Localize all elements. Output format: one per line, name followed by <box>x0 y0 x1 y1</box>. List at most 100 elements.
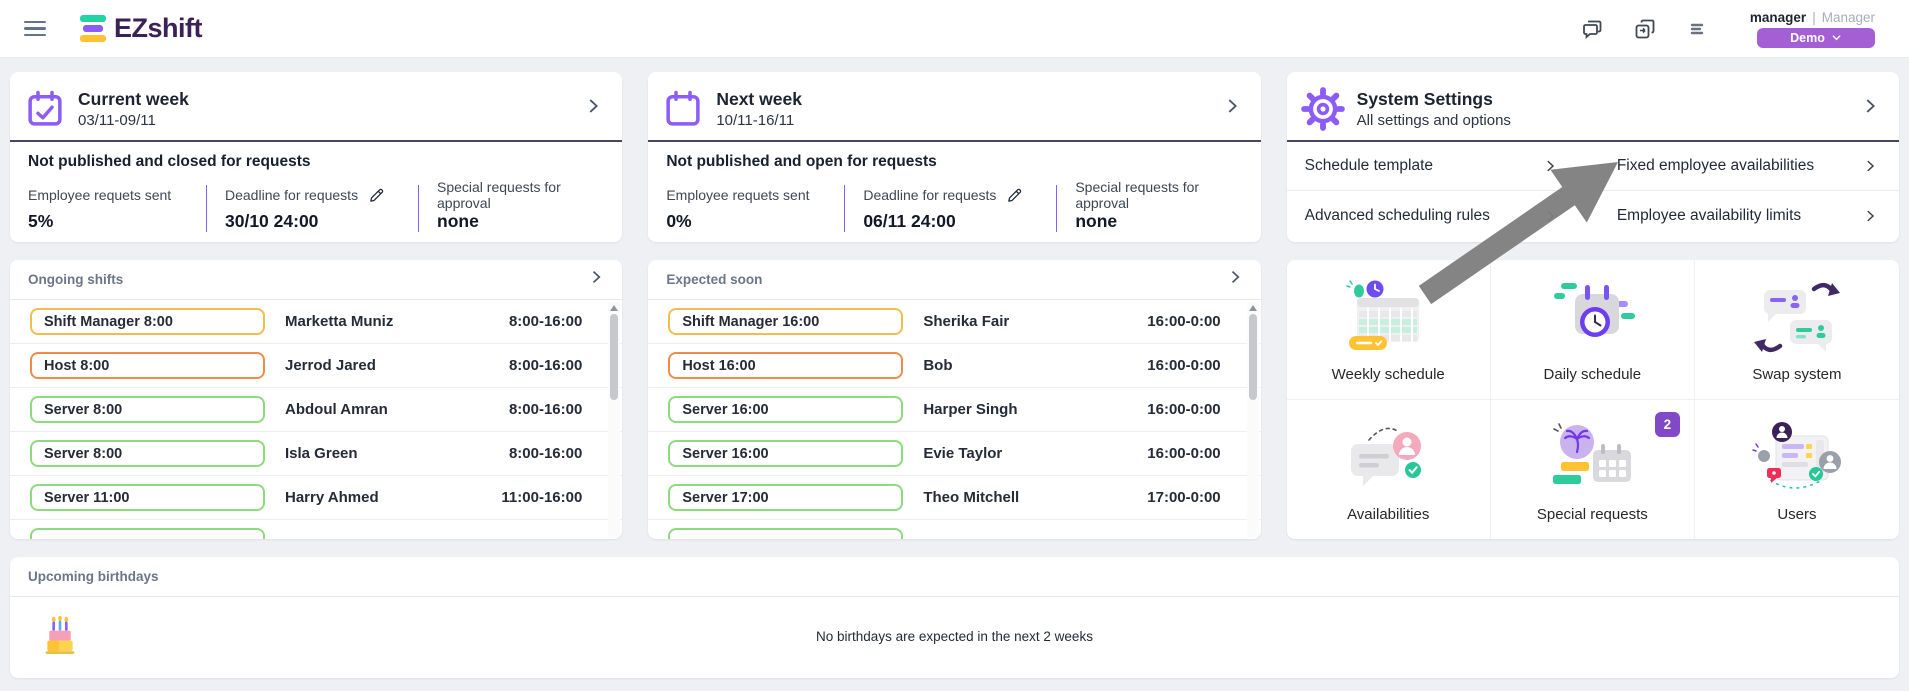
employee-name: Marketta Muniz <box>285 313 394 330</box>
upcoming-birthdays-panel: Upcoming birthdays No birthdays are expe… <box>10 557 1899 678</box>
tile-users[interactable]: Users <box>1695 400 1899 540</box>
tile-availabilities[interactable]: Availabilities <box>1287 399 1491 539</box>
stat-special-requests: Special requests for approval none <box>1056 179 1260 232</box>
settings-link-label: Schedule template <box>1304 157 1434 174</box>
stat-employee-requests: Employee requets sent 0% <box>648 185 844 232</box>
stat-value: 5% <box>28 211 54 231</box>
employee-name: Sherika Fair <box>923 313 1010 330</box>
settings-link-availability-limits[interactable]: Employee availability limits <box>1593 207 1899 225</box>
tile-swap-system[interactable]: Swap system <box>1694 260 1899 400</box>
tile-label: Users <box>1777 506 1817 523</box>
scrollbar-thumb[interactable] <box>610 314 619 400</box>
tile-label: Daily schedule <box>1543 365 1642 383</box>
stat-deadline: Deadline for requests 30/10 24:00 <box>206 185 418 232</box>
calendar-check-icon <box>28 90 62 126</box>
system-settings-card: System Settings All settings and options… <box>1286 72 1899 242</box>
account-dropdown-label: Demo <box>1790 30 1825 45</box>
shift-row: Server 8:00 Isla Green 8:00-16:00 <box>10 432 623 476</box>
user-block: manager | Manager Demo <box>1750 10 1875 48</box>
users-icon <box>1742 416 1852 505</box>
edit-pencil-icon[interactable] <box>368 187 385 204</box>
employee-name: Evie Taylor <box>923 445 1003 462</box>
chevron-right-icon <box>1867 210 1875 221</box>
current-week-card: Current week 03/11-09/11 Not published a… <box>10 72 623 242</box>
card-date-range: 10/11-16/11 <box>716 111 795 129</box>
stat-value: 30/10 24:00 <box>225 211 319 231</box>
scroll-up-arrow-icon[interactable] <box>1248 305 1257 311</box>
logo-text: EZshift <box>114 13 203 43</box>
tile-label: Availabilities <box>1347 506 1430 523</box>
hamburger-menu-icon[interactable] <box>24 20 46 37</box>
scrollbar-thumb[interactable] <box>1248 314 1257 400</box>
shift-row: Server 11:00 Harry Ahmed 11:00-16:00 <box>10 476 623 520</box>
shift-time: 16:00-0:00 <box>1147 357 1221 374</box>
settings-subtitle: All settings and options <box>1356 111 1511 129</box>
daily-schedule-icon <box>1537 276 1647 365</box>
employee-name: Jerrod Jared <box>285 357 376 374</box>
shift-role-badge: Server 16:00 <box>668 396 904 423</box>
shift-time: 11:00-16:00 <box>501 489 583 506</box>
tile-special-requests[interactable]: 2 <box>1491 399 1695 539</box>
chevron-right-icon[interactable] <box>586 267 606 292</box>
logo-bars-icon <box>80 15 106 42</box>
shift-time: 8:00-16:00 <box>508 401 583 418</box>
settings-link-advanced-rules[interactable]: Advanced scheduling rules <box>1287 207 1593 225</box>
tile-weekly-schedule[interactable]: Weekly schedule <box>1286 260 1491 400</box>
shift-role-badge: Server 8:00 <box>30 440 265 467</box>
shift-role-badge: Host 16:00 <box>668 352 904 379</box>
tile-label: Swap system <box>1752 365 1842 383</box>
employee-name: Theo Mitchell <box>923 489 1020 506</box>
user-menu-lines-icon[interactable] <box>1684 16 1710 42</box>
stat-value: none <box>1075 211 1118 231</box>
stat-employee-requests: Employee requets sent 5% <box>10 185 206 232</box>
settings-link-fixed-availabilities[interactable]: Fixed employee availabilities <box>1593 157 1899 175</box>
settings-link-schedule-template[interactable]: Schedule template <box>1287 157 1593 175</box>
shift-role-badge: Shift Manager 8:00 <box>30 308 265 335</box>
vertical-scrollbar[interactable] <box>1246 302 1259 537</box>
chevron-right-icon[interactable] <box>1859 95 1881 122</box>
chevron-right-icon[interactable] <box>582 95 604 122</box>
shift-row: Shift Manager 8:00 Marketta Muniz 8:00-1… <box>10 300 623 344</box>
employee-name: Harper Singh <box>923 401 1018 418</box>
shift-role-badge: Server 8:00 <box>30 396 265 423</box>
card-divider <box>648 140 1261 142</box>
panel-title: Expected soon <box>666 272 763 287</box>
chat-icon[interactable] <box>1580 16 1606 42</box>
stat-special-requests: Special requests for approval none <box>418 179 622 232</box>
chevron-right-icon[interactable] <box>1225 267 1245 292</box>
next-week-card: Next week 10/11-16/11 Not published and … <box>648 72 1261 242</box>
week-status: Not published and open for requests <box>666 153 937 170</box>
app-logo[interactable]: EZshift <box>80 13 203 44</box>
shift-role-badge: Shift Manager 16:00 <box>668 308 904 335</box>
scroll-up-arrow-icon[interactable] <box>610 305 619 311</box>
special-requests-icon <box>1537 416 1647 505</box>
stat-value: 06/11 24:00 <box>863 211 956 231</box>
shift-row: Server 16:00 Evie Taylor 16:00-0:00 <box>648 432 1261 476</box>
settings-link-label: Advanced scheduling rules <box>1304 206 1490 224</box>
no-birthdays-message: No birthdays are expected in the next 2 … <box>816 629 1093 644</box>
availabilities-icon <box>1333 416 1443 505</box>
shift-time: 8:00-16:00 <box>508 313 583 330</box>
settings-link-label: Employee availability limits <box>1616 206 1802 224</box>
settings-link-label: Fixed employee availabilities <box>1616 157 1815 174</box>
shift-role-badge: Server 16:00 <box>668 440 904 467</box>
week-status: Not published and closed for requests <box>28 153 311 170</box>
switch-account-icon[interactable] <box>1632 16 1658 42</box>
shift-time: 16:00-0:00 <box>1147 313 1221 330</box>
tile-daily-schedule[interactable]: Daily schedule <box>1490 260 1695 400</box>
card-divider <box>1286 140 1899 142</box>
card-title: Next week <box>716 88 802 109</box>
user-name-role: manager | Manager <box>1750 10 1875 25</box>
employee-name: Abdoul Amran <box>285 401 388 418</box>
calendar-icon <box>666 90 700 126</box>
swap-system-icon <box>1742 276 1852 365</box>
chevron-right-icon[interactable] <box>1221 95 1243 122</box>
account-dropdown-button[interactable]: Demo <box>1757 27 1875 48</box>
vertical-scrollbar[interactable] <box>608 302 621 537</box>
card-divider <box>10 140 623 142</box>
edit-pencil-icon[interactable] <box>1006 187 1023 204</box>
shift-time: 17:00-0:00 <box>1147 489 1221 506</box>
shift-row: Host 16:00 Bob 16:00-0:00 <box>648 344 1261 388</box>
clipped-shift-row <box>648 520 1260 539</box>
stat-value: none <box>437 211 479 231</box>
